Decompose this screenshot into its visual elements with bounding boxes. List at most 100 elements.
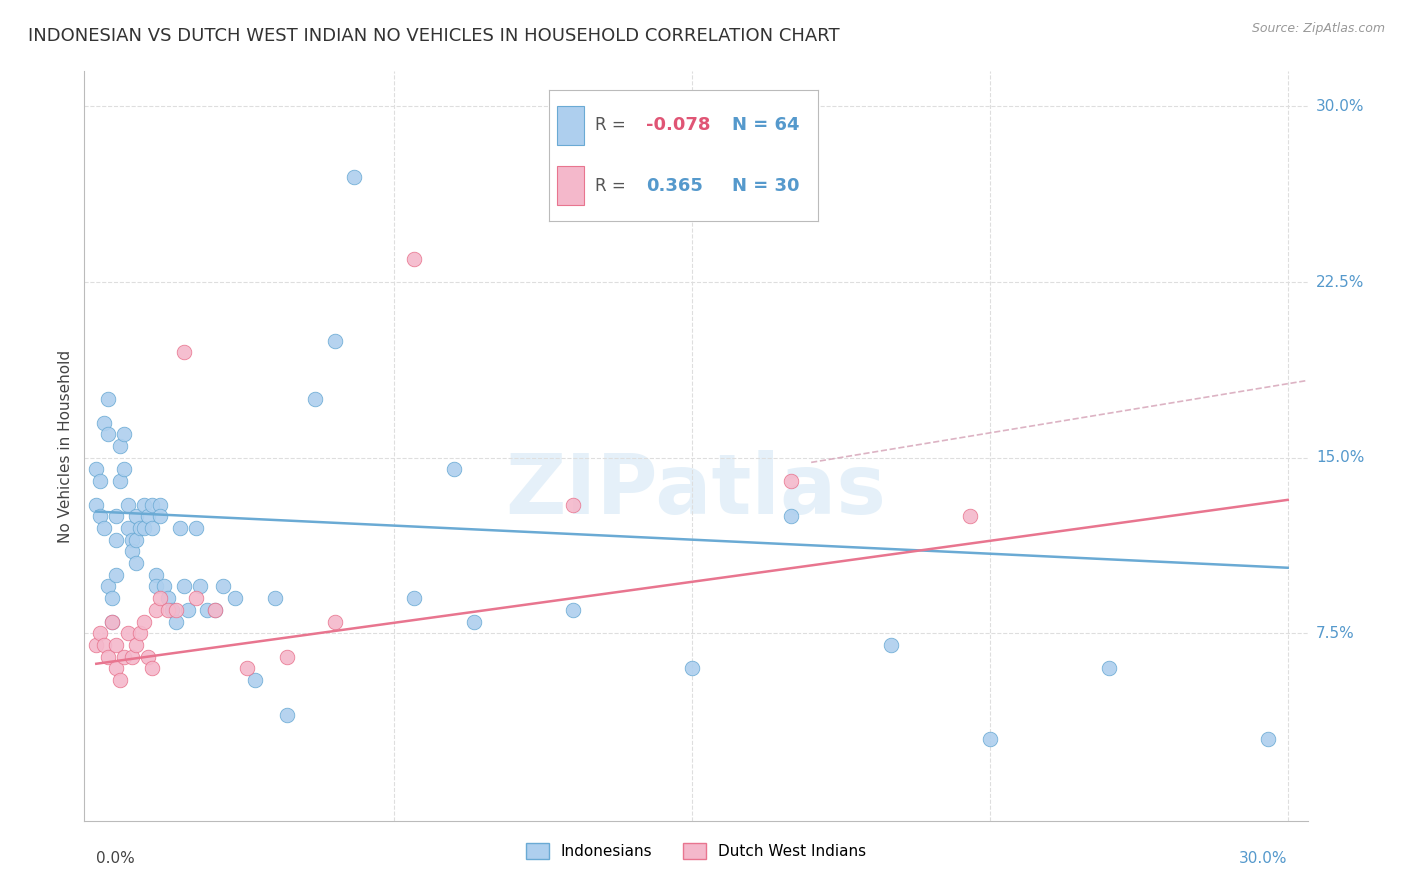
Point xyxy=(463,615,485,629)
Point xyxy=(89,509,111,524)
Point xyxy=(169,521,191,535)
Text: INDONESIAN VS DUTCH WEST INDIAN NO VEHICLES IN HOUSEHOLD CORRELATION CHART: INDONESIAN VS DUTCH WEST INDIAN NO VEHIC… xyxy=(28,27,839,45)
Y-axis label: No Vehicles in Household: No Vehicles in Household xyxy=(58,350,73,542)
Point xyxy=(141,498,163,512)
Point xyxy=(145,580,167,594)
Point xyxy=(101,615,124,629)
Point xyxy=(125,533,148,547)
Point xyxy=(224,591,246,606)
Point xyxy=(97,392,120,407)
Point xyxy=(402,591,425,606)
Point xyxy=(105,638,128,652)
Point xyxy=(149,509,172,524)
Point xyxy=(141,521,163,535)
Point xyxy=(681,661,703,675)
Point xyxy=(101,591,124,606)
Point xyxy=(121,533,143,547)
Point xyxy=(188,580,211,594)
Text: 15.0%: 15.0% xyxy=(1316,450,1364,466)
Point xyxy=(84,638,107,652)
Point xyxy=(323,615,346,629)
Point xyxy=(93,521,115,535)
Point xyxy=(121,544,143,558)
Point xyxy=(108,474,131,488)
Point xyxy=(121,649,143,664)
Point xyxy=(89,474,111,488)
Point xyxy=(156,603,179,617)
Point xyxy=(156,591,179,606)
Point xyxy=(165,603,187,617)
Point xyxy=(117,521,139,535)
Point xyxy=(84,462,107,476)
Point xyxy=(105,567,128,582)
Point xyxy=(173,580,195,594)
Point xyxy=(276,708,298,723)
Point xyxy=(243,673,266,688)
Point xyxy=(443,462,465,476)
Point xyxy=(136,509,159,524)
Point xyxy=(84,498,107,512)
Point xyxy=(176,603,198,617)
Point xyxy=(97,649,120,664)
Point xyxy=(117,498,139,512)
Point xyxy=(264,591,287,606)
Point xyxy=(204,603,226,617)
Point xyxy=(184,521,207,535)
Text: 30.0%: 30.0% xyxy=(1316,99,1364,114)
Point xyxy=(108,673,131,688)
Text: 0.0%: 0.0% xyxy=(96,851,135,866)
Text: Source: ZipAtlas.com: Source: ZipAtlas.com xyxy=(1251,22,1385,36)
Point xyxy=(173,345,195,359)
Point xyxy=(152,580,174,594)
Point xyxy=(112,427,135,442)
Point xyxy=(105,661,128,675)
Point xyxy=(561,498,583,512)
Point xyxy=(959,509,981,524)
Point xyxy=(149,591,172,606)
Point xyxy=(101,615,124,629)
Point xyxy=(97,427,120,442)
Point xyxy=(89,626,111,640)
Point xyxy=(105,533,128,547)
Point xyxy=(93,416,115,430)
Point xyxy=(1098,661,1121,675)
Point xyxy=(402,252,425,266)
Point xyxy=(93,638,115,652)
Point xyxy=(132,498,155,512)
Text: ZIPatlas: ZIPatlas xyxy=(506,450,886,532)
Point xyxy=(979,731,1001,746)
Point xyxy=(149,498,172,512)
Point xyxy=(561,603,583,617)
Point xyxy=(125,638,148,652)
Point xyxy=(184,591,207,606)
Point xyxy=(343,169,366,184)
Point xyxy=(780,474,803,488)
Point xyxy=(165,615,187,629)
Point xyxy=(129,521,152,535)
Point xyxy=(1257,731,1279,746)
Point xyxy=(212,580,235,594)
Point xyxy=(132,521,155,535)
Point xyxy=(141,661,163,675)
Point xyxy=(136,649,159,664)
Point xyxy=(112,649,135,664)
Point xyxy=(108,439,131,453)
Text: 7.5%: 7.5% xyxy=(1316,626,1354,640)
Point xyxy=(145,603,167,617)
Point xyxy=(112,462,135,476)
Point xyxy=(105,509,128,524)
Point xyxy=(323,334,346,348)
Point xyxy=(145,567,167,582)
Point xyxy=(160,603,183,617)
Text: 30.0%: 30.0% xyxy=(1239,851,1288,866)
Point xyxy=(276,649,298,664)
Text: 22.5%: 22.5% xyxy=(1316,275,1364,290)
Point xyxy=(879,638,901,652)
Point xyxy=(132,615,155,629)
Point xyxy=(236,661,259,675)
Point xyxy=(204,603,226,617)
Point xyxy=(197,603,219,617)
Point xyxy=(125,556,148,570)
Point xyxy=(97,580,120,594)
Point xyxy=(780,509,803,524)
